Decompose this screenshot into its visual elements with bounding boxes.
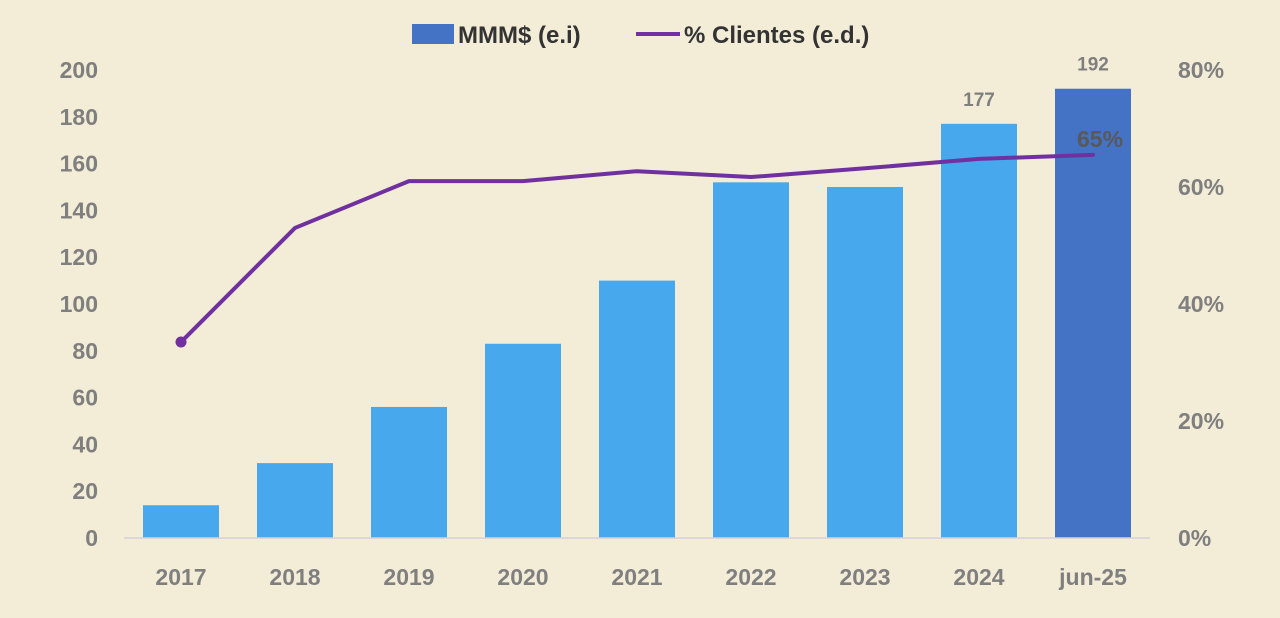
x-tick-label: 2021 <box>611 564 662 590</box>
legend-label-bar: MMM$ (e.i) <box>458 22 581 49</box>
y-left-tick-label: 80 <box>72 338 98 364</box>
bar <box>485 343 561 538</box>
bar <box>941 123 1017 538</box>
x-tick-label: 2017 <box>155 564 206 590</box>
x-tick-label: 2018 <box>269 564 320 590</box>
plot-area: 0 20 40 60 80 100 120 140 160 180 200 0% 20% 40% 60% 80… <box>60 55 1224 590</box>
y-left-tick-label: 40 <box>72 431 98 457</box>
bar-data-label: 177 <box>963 90 995 111</box>
y-right-tick-label: 20% <box>1178 408 1224 434</box>
y-right-tick-label: 80% <box>1178 57 1224 83</box>
bar <box>257 463 333 538</box>
x-tick-label: jun-25 <box>1058 564 1127 590</box>
y-left-tick-label: 200 <box>60 57 98 83</box>
y-left-tick-label: 20 <box>72 478 98 504</box>
x-tick-label: 2020 <box>497 564 548 590</box>
line-data-label: 65% <box>1077 126 1123 152</box>
line-series <box>179 152 1095 345</box>
y-left-tick-label: 180 <box>60 104 98 130</box>
line-point <box>175 336 187 348</box>
legend-swatch-bar <box>412 24 454 44</box>
y-right-tick-label: 0% <box>1178 525 1211 551</box>
legend-label-line: % Clientes (e.d.) <box>684 22 869 49</box>
y-left-tick-label: 100 <box>60 291 98 317</box>
y-left-tick-label: 140 <box>60 197 98 223</box>
x-tick-label: 2019 <box>383 564 434 590</box>
x-tick-label: 2023 <box>839 564 890 590</box>
bar <box>1055 88 1131 538</box>
y-left-tick-label: 60 <box>72 385 98 411</box>
bar <box>143 505 219 538</box>
bar <box>827 187 903 538</box>
y-right-tick-label: 60% <box>1178 174 1224 200</box>
x-tick-label: 2022 <box>725 564 776 590</box>
legend: MMM$ (e.i) % Clientes (e.d.) <box>412 22 869 49</box>
y-left-tick-label: 160 <box>60 151 98 177</box>
y-left-tick-label: 0 <box>85 525 98 551</box>
y-right-tick-label: 40% <box>1178 291 1224 317</box>
y-left-tick-label: 120 <box>60 244 98 270</box>
bar-data-label: 192 <box>1077 55 1109 76</box>
bar <box>713 182 789 538</box>
bar <box>599 280 675 538</box>
bar <box>371 406 447 538</box>
x-tick-label: 2024 <box>953 564 1004 590</box>
